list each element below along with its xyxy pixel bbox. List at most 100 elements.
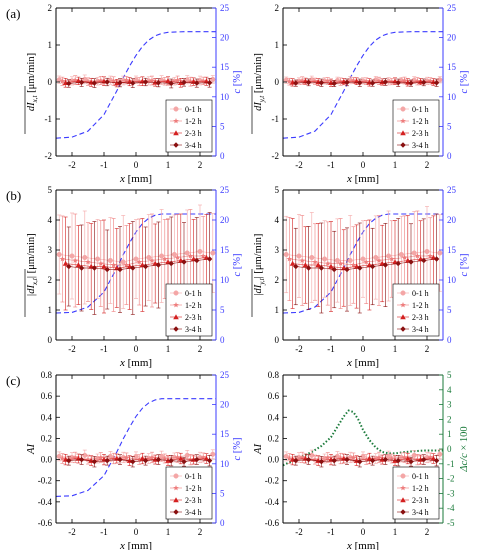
data-point bbox=[283, 251, 289, 258]
y2-tick-label: 25 bbox=[220, 3, 230, 13]
data-point bbox=[318, 80, 325, 86]
legend-marker bbox=[173, 130, 179, 136]
y-tick-label: 5 bbox=[275, 185, 280, 195]
y2-tick-label: 20 bbox=[220, 400, 230, 410]
data-point bbox=[337, 78, 344, 85]
y-tick-label: -0.4 bbox=[38, 497, 53, 507]
series-line bbox=[193, 257, 207, 260]
x-tick-label: -2 bbox=[295, 160, 303, 170]
data-point bbox=[194, 456, 200, 463]
y2-axis-label: c [%] bbox=[232, 437, 243, 460]
series-line bbox=[167, 80, 181, 84]
data-point bbox=[427, 77, 434, 84]
y2-axis-label: c [%] bbox=[232, 70, 243, 93]
y2-axis-label: c [%] bbox=[459, 253, 470, 276]
data-point bbox=[293, 457, 299, 464]
legend-marker bbox=[400, 485, 406, 491]
series-3 bbox=[62, 213, 210, 314]
data-point bbox=[299, 77, 306, 83]
y-tick-label: -0.4 bbox=[265, 497, 280, 507]
legend-label: 1-2 h bbox=[185, 484, 202, 493]
data-point bbox=[203, 455, 210, 461]
data-point bbox=[411, 452, 417, 458]
x-tick-label: -1 bbox=[327, 344, 335, 354]
series-1 bbox=[56, 204, 216, 309]
data-point bbox=[344, 79, 350, 86]
data-point bbox=[433, 256, 440, 262]
data-point bbox=[104, 266, 110, 273]
data-point bbox=[130, 458, 136, 465]
x-tick-label: -1 bbox=[327, 160, 335, 170]
data-point bbox=[117, 456, 123, 463]
y-tick-label: 0.2 bbox=[41, 433, 52, 443]
y2-tick-label: 10 bbox=[447, 275, 457, 285]
data-point bbox=[200, 454, 207, 460]
data-point bbox=[97, 454, 104, 460]
y2-tick-label: 0 bbox=[447, 444, 452, 454]
data-point bbox=[168, 457, 174, 464]
data-point bbox=[178, 455, 184, 461]
y2-tick-label: 15 bbox=[220, 245, 230, 255]
legend-label: 0-1 h bbox=[412, 472, 429, 481]
data-point bbox=[382, 456, 389, 463]
legend-label: 2-3 h bbox=[412, 496, 429, 505]
data-point bbox=[350, 77, 357, 83]
data-point bbox=[85, 78, 91, 85]
y-tick-label: 3 bbox=[48, 245, 53, 255]
data-point bbox=[210, 451, 216, 457]
x-axis-label: x [mm] bbox=[346, 357, 379, 369]
data-point bbox=[66, 263, 72, 270]
data-point bbox=[181, 259, 187, 265]
data-point bbox=[299, 454, 306, 460]
data-point bbox=[324, 77, 331, 84]
data-point bbox=[91, 80, 98, 86]
data-point bbox=[427, 253, 434, 259]
y-tick-label: 0 bbox=[275, 335, 280, 345]
data-point bbox=[101, 263, 107, 269]
y2-tick-label: 25 bbox=[447, 185, 457, 195]
legend-label: 3-4 h bbox=[185, 325, 202, 334]
data-point bbox=[110, 455, 117, 461]
series-line bbox=[382, 261, 396, 264]
data-point bbox=[197, 248, 203, 255]
legend: 0-1 h 1-2 h 2-3 h 3-4 h bbox=[392, 466, 440, 520]
y-axis-label: dIx,t [μm/min] bbox=[26, 53, 39, 111]
y2-tick-label: 20 bbox=[220, 215, 230, 225]
data-point bbox=[347, 257, 353, 264]
legend-marker bbox=[173, 509, 179, 515]
legend-label: 1-2 h bbox=[185, 301, 202, 310]
y2-tick-label: -4 bbox=[447, 503, 455, 513]
x-tick-label: 1 bbox=[166, 160, 171, 170]
series-2 bbox=[286, 210, 434, 309]
data-point bbox=[168, 80, 174, 87]
data-point bbox=[104, 457, 110, 464]
y2-tick-label: -2 bbox=[447, 474, 455, 484]
data-point bbox=[78, 79, 85, 86]
series-line bbox=[318, 264, 332, 267]
data-point bbox=[379, 79, 385, 85]
y-tick-label: 2 bbox=[48, 275, 53, 285]
y-axis-label: |dIy,t| [μm/min] bbox=[253, 234, 266, 297]
y-tick-label: 2 bbox=[275, 275, 280, 285]
y2-axis-label: c [%] bbox=[459, 70, 470, 93]
series-line bbox=[343, 266, 357, 269]
y2-tick-label: 15 bbox=[447, 62, 457, 72]
data-point bbox=[305, 456, 312, 463]
data-point bbox=[386, 253, 392, 259]
data-point bbox=[130, 80, 136, 86]
data-point bbox=[289, 260, 296, 266]
data-point bbox=[72, 77, 79, 83]
data-point bbox=[427, 454, 434, 460]
data-point bbox=[120, 259, 126, 265]
series-4 bbox=[66, 454, 213, 468]
y-tick-label: 4 bbox=[275, 215, 280, 225]
data-point bbox=[200, 77, 207, 84]
y2-axis-label: c [%] bbox=[232, 253, 243, 276]
y2-tick-label: 5 bbox=[220, 305, 225, 315]
data-point bbox=[312, 78, 318, 84]
data-point bbox=[369, 457, 376, 464]
data-point bbox=[376, 454, 382, 460]
data-point bbox=[146, 254, 152, 261]
legend-label: 3-4 h bbox=[185, 141, 202, 150]
data-point bbox=[357, 265, 363, 271]
